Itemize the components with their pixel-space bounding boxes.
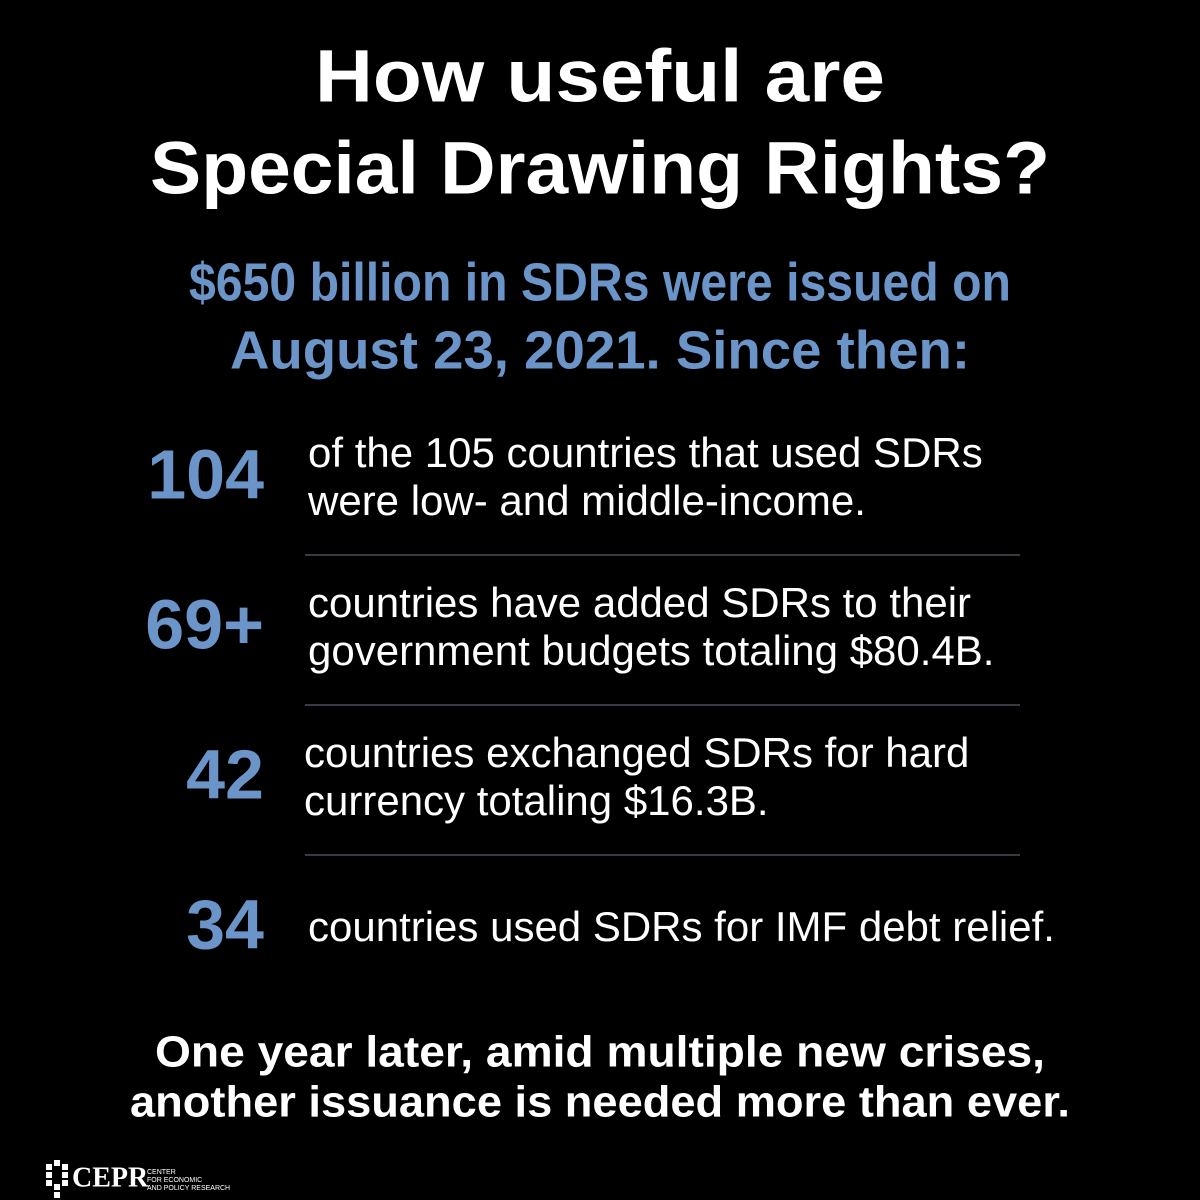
- logo-icon: [46, 1160, 68, 1198]
- stat-number: 34: [186, 885, 264, 963]
- title-line: How useful are: [315, 35, 885, 118]
- logo-tagline: AND POLICY RESEARCH: [147, 1185, 230, 1192]
- title-line: Special Drawing Rights?: [150, 127, 1050, 210]
- stat-text: were low- and middle-income.: [307, 477, 866, 524]
- stat-number: 104: [147, 435, 264, 513]
- stat-number: 69+: [145, 585, 264, 663]
- footer-line: another issuance is needed more than eve…: [130, 1078, 1070, 1127]
- subtitle-line: August 23, 2021. Since then:: [230, 320, 970, 380]
- stat-text: of the 105 countries that used SDRs: [308, 429, 983, 476]
- stat-text: countries have added SDRs to their: [308, 579, 971, 626]
- stat-text: countries exchanged SDRs for hard: [304, 729, 969, 776]
- stat-text: currency totaling $16.3B.: [304, 777, 769, 824]
- logo-tagline: CENTER: [147, 1169, 176, 1176]
- subtitle-line: $650 billion in SDRs were issued on: [189, 252, 1011, 312]
- stat-text: countries used SDRs for IMF debt relief.: [308, 903, 1055, 950]
- stat-number: 42: [186, 735, 264, 813]
- footer-line: One year later, amid multiple new crises…: [155, 1028, 1045, 1077]
- logo-tagline: FOR ECONOMIC: [147, 1177, 202, 1184]
- logo-name: CEPR: [72, 1162, 149, 1193]
- stat-text: government budgets totaling $80.4B.: [308, 627, 994, 674]
